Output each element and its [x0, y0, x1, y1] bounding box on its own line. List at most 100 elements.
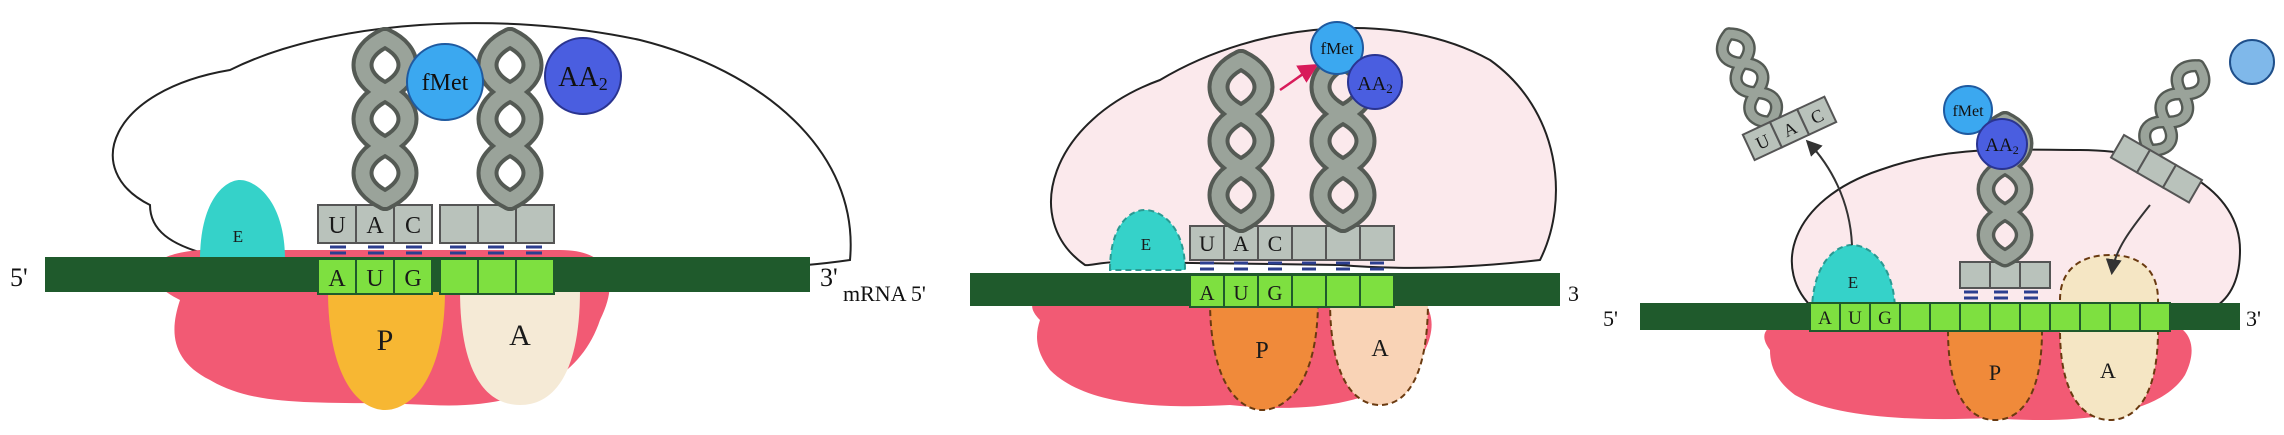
released-trna-helix — [1717, 28, 1783, 128]
aa2-amino-acid — [1347, 54, 1403, 110]
e-site — [1108, 208, 1187, 271]
aa2-label: AA2 — [1357, 73, 1392, 96]
codon-box — [1959, 302, 1991, 332]
p-site — [328, 290, 445, 410]
codon-box — [2019, 302, 2051, 332]
codon-box — [1839, 302, 1871, 332]
codon-box — [2049, 302, 2081, 332]
codon-box — [1189, 274, 1225, 308]
anticodon-box — [439, 204, 479, 244]
codon-box — [1359, 274, 1395, 308]
a-site — [2059, 253, 2159, 422]
exit-arrow — [1805, 139, 1853, 246]
anticodon-box — [1959, 261, 1991, 289]
base-pairing — [1200, 261, 1384, 271]
mrna-5prime-label: 5' — [10, 263, 28, 292]
codon-base: A — [328, 266, 346, 292]
codon-box — [1869, 302, 1901, 332]
e-site-label: E — [233, 227, 243, 246]
p-site-label: P — [377, 324, 394, 357]
codon-box — [1809, 302, 1841, 332]
e-site-label: E — [1141, 235, 1151, 254]
codon-box — [1291, 274, 1327, 308]
base-pairing — [1964, 290, 2038, 300]
anticodon-box — [1189, 225, 1225, 261]
released-trna: U A C — [1702, 9, 1838, 162]
entry-arrow — [2105, 204, 2151, 276]
codon-base: G — [1267, 281, 1282, 305]
codon-box — [515, 258, 555, 295]
anticodon-box — [1325, 225, 1361, 261]
anticodon-base: A — [366, 213, 384, 239]
panel-1: E P A 5' 3' A U G U A C — [10, 22, 852, 410]
fmet-amino-acid — [406, 43, 484, 121]
codon-box — [1899, 302, 1931, 332]
panel-3: E P A 5' 3' A U G fMet — [1603, 9, 2275, 422]
codon-box — [1929, 302, 1961, 332]
codon-base: G — [1878, 308, 1892, 329]
codon-base: U — [366, 266, 383, 292]
a-site-label: A — [509, 319, 531, 352]
anticodon-base: C — [405, 213, 421, 239]
anticodon-base: A — [1233, 231, 1249, 256]
codon-base: U — [1848, 308, 1862, 329]
codon-base: U — [1233, 281, 1248, 305]
anticodon-base: U — [1199, 231, 1215, 256]
fmet-amino-acid — [1943, 85, 1993, 135]
codon-box — [439, 258, 479, 295]
peptide-transfer-arrow — [1279, 63, 1319, 92]
anticodon-box — [1359, 225, 1395, 261]
e-site — [1810, 243, 1897, 313]
anticodon-box — [2019, 261, 2051, 289]
codon-base: A — [1818, 308, 1832, 329]
anticodon-box — [477, 204, 517, 244]
codon-box — [2139, 302, 2171, 332]
mrna-3prime-label: 3' — [2246, 306, 2261, 331]
fmet-label: fMet — [422, 70, 469, 96]
e-site-label: E — [1848, 273, 1858, 292]
p-site — [1946, 329, 2044, 422]
aa2-label: AA2 — [558, 62, 607, 94]
fmet-amino-acid — [1310, 21, 1364, 75]
aa2-amino-acid — [544, 37, 622, 115]
anticodon-base: C — [1268, 231, 1283, 256]
incoming-trna-helix — [2138, 59, 2210, 157]
anticodon-box — [515, 204, 555, 244]
codon-box — [2109, 302, 2141, 332]
codon-box — [1989, 302, 2021, 332]
codon-base: A — [1199, 281, 1215, 305]
p-site-label: P — [1255, 338, 1268, 364]
anticodon-base: U — [328, 213, 345, 239]
p-site-label: P — [1989, 360, 2001, 385]
base-pairing — [330, 245, 542, 255]
fmet-label: fMet — [1320, 39, 1353, 58]
mrna-3prime-label: 3' — [820, 263, 838, 292]
incoming-amino-acid — [2229, 39, 2275, 85]
aa2-amino-acid — [1976, 118, 2028, 170]
panel-2: E P A mRNA 5' 3 A U G U A C — [843, 21, 1579, 412]
e-site — [200, 180, 285, 260]
mrna-5prime-label: mRNA 5' — [843, 281, 926, 306]
codon-base: G — [404, 266, 421, 292]
anticodon-box — [1291, 225, 1327, 261]
a-site — [460, 290, 580, 405]
codon-box — [393, 258, 433, 295]
aa2-label: AA2 — [1985, 135, 2018, 157]
incoming-trna — [2109, 51, 2251, 204]
a-site-label: A — [2100, 358, 2116, 383]
mrna-3prime-label: 3 — [1568, 281, 1579, 306]
fmet-label: fMet — [1952, 103, 1984, 120]
p-site — [1208, 299, 1320, 412]
anticodon-box — [393, 204, 433, 244]
a-site-label: A — [1371, 336, 1389, 362]
incoming-anticodon-box — [2161, 163, 2204, 204]
mrna-5prime-label: 5' — [1603, 306, 1618, 331]
codon-box — [1325, 274, 1361, 308]
codon-box — [477, 258, 517, 295]
large-subunit — [1050, 27, 1557, 269]
a-site — [1328, 299, 1430, 407]
codon-box — [2079, 302, 2111, 332]
codon-box — [317, 258, 357, 295]
